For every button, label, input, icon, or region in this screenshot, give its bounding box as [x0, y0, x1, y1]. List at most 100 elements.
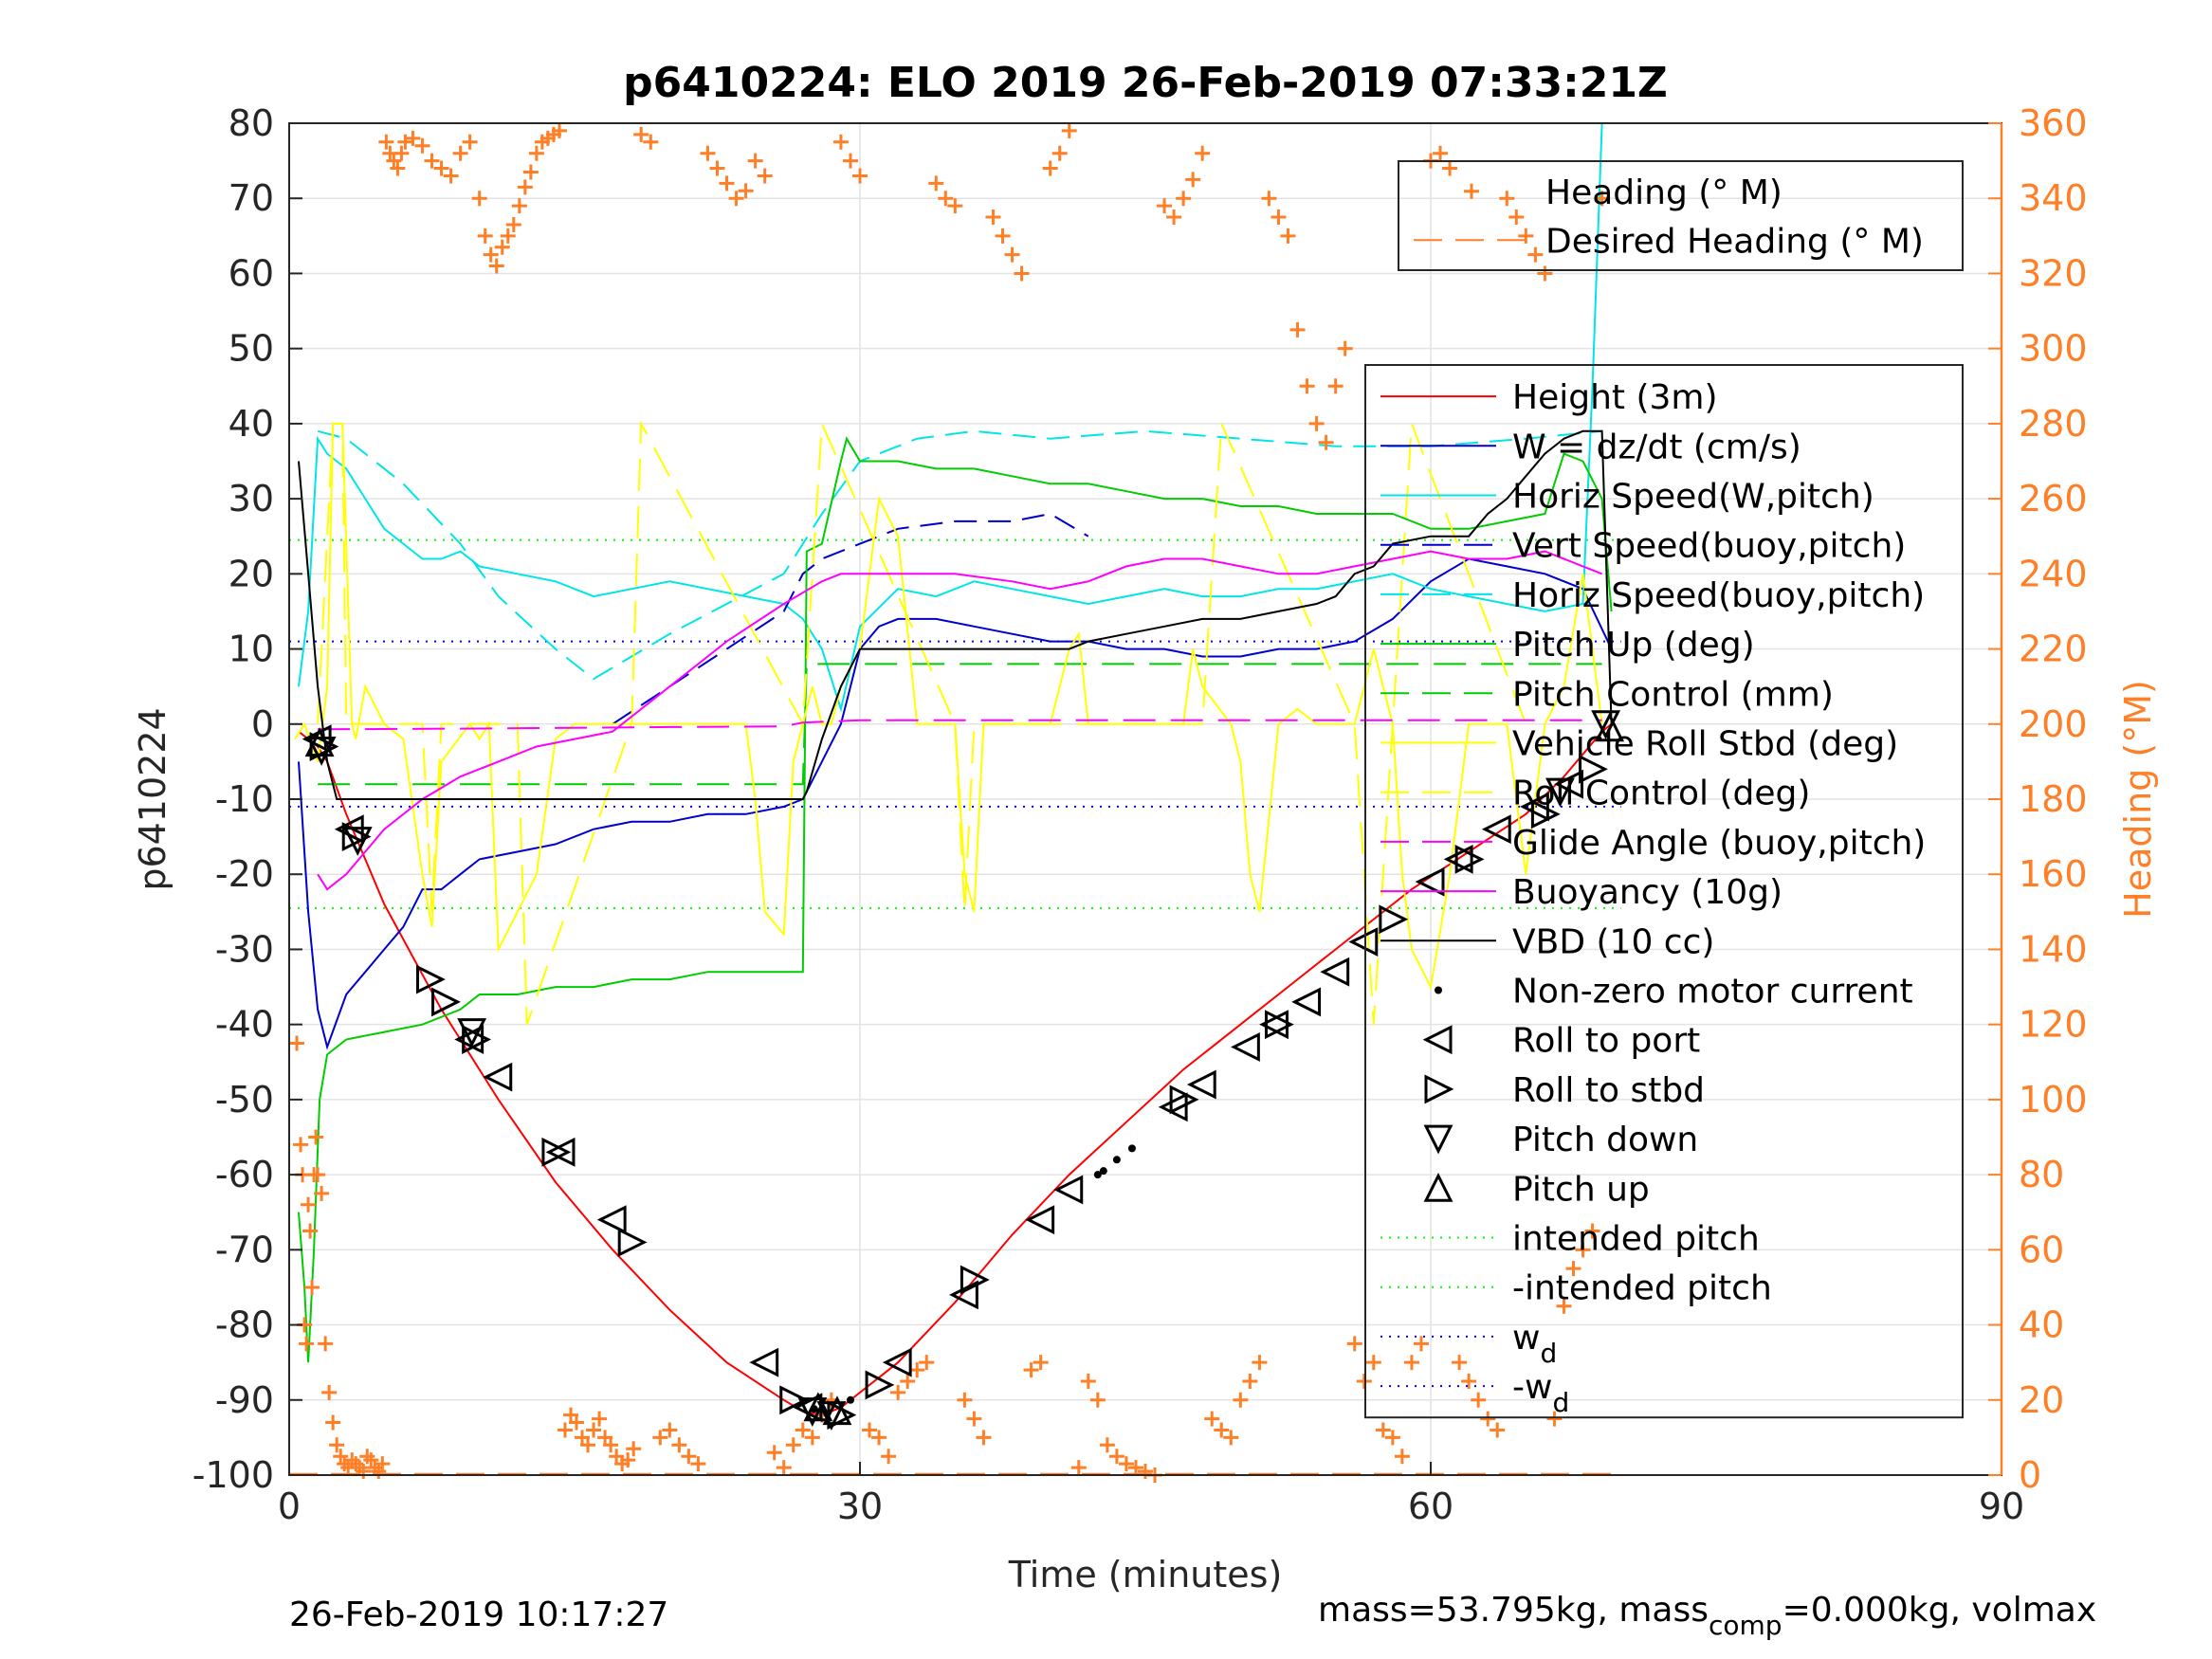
heading-point	[832, 134, 849, 150]
heading-point	[928, 175, 944, 191]
legend-entry-non-zero-motor-current: Non-zero motor current	[1512, 973, 1913, 1012]
legend-label-subscript: d	[1540, 1338, 1557, 1369]
heading-point	[483, 246, 499, 263]
heading-point	[890, 1384, 906, 1400]
legend-entry-w-dz-dt-cm-s: W = dz/dt (cm/s)	[1512, 428, 1801, 466]
y-tick-label: -50	[215, 1079, 274, 1121]
marker-pitch-down	[1545, 777, 1575, 808]
heading-point	[488, 258, 504, 274]
heading-point	[390, 160, 406, 176]
heading-point	[700, 145, 716, 161]
heading-point	[414, 137, 430, 154]
heading-point	[1594, 191, 1610, 207]
series-pitch-control-mm	[318, 663, 1602, 786]
heading-point	[1023, 1362, 1039, 1378]
legend-label: Non-zero motor current	[1512, 973, 1913, 1012]
y2-tick-label: 220	[2019, 629, 2088, 670]
heading-point	[424, 153, 440, 169]
heading-point	[1176, 191, 1192, 207]
marker-roll-port	[1230, 1032, 1260, 1062]
legend-box	[1398, 160, 1964, 271]
heading-point	[1185, 172, 1201, 188]
marker-roll-port	[483, 1062, 513, 1092]
x-tick-label: 60	[1408, 1486, 1453, 1527]
heading-point	[728, 191, 744, 207]
marker-motor-current	[1127, 1144, 1136, 1153]
marker-pitch-down	[457, 1018, 487, 1048]
legend-entry-roll-to-port: Roll to port	[1512, 1022, 1700, 1061]
legend-label: Heading (° M)	[1545, 173, 1782, 212]
series-pitch-up-deg	[298, 436, 1613, 1363]
heading-point	[776, 1460, 792, 1476]
marker-roll-port	[1520, 792, 1549, 822]
reference-lines	[289, 538, 1621, 909]
heading-point	[1403, 1355, 1419, 1371]
legend-label: Roll to port	[1512, 1022, 1700, 1061]
heading-point	[1452, 1355, 1468, 1371]
footer-mass-suffix: =0.000kg, volmax	[1782, 1591, 2097, 1630]
y-axis-label: p6410224	[132, 707, 174, 890]
legend-label: w	[1512, 1319, 1540, 1358]
heading-point	[321, 1384, 338, 1400]
series-roll-control-deg	[317, 420, 1527, 1026]
heading-point	[329, 1437, 345, 1453]
marker-roll-port	[1348, 927, 1379, 957]
heading-point	[1337, 340, 1353, 356]
marker-roll-stbd	[462, 1025, 492, 1054]
heading-point	[1280, 228, 1296, 244]
y-tick-label: 20	[229, 553, 274, 594]
y2-tick-label: 280	[2019, 403, 2088, 445]
legend-main: Height (3m) W = dz/dt (cm/s) Horiz Speed(W…	[1364, 364, 1964, 1419]
y-tick-label: 10	[229, 629, 274, 670]
legend-label: Horiz Speed(buoy,pitch)	[1512, 576, 1925, 615]
heading-point	[1546, 1411, 1563, 1427]
marker-roll-stbd	[431, 987, 461, 1017]
heading-point	[1271, 210, 1287, 226]
heading-point	[1356, 1373, 1372, 1389]
y2-tick-label: 80	[2019, 1154, 2064, 1195]
legend-entry-glide-angle-buoy-pitch: Glide Angle (buoy,pitch)	[1512, 824, 1926, 863]
series-vbd-10-cc	[298, 429, 1613, 800]
y2-tick-label: 160	[2019, 853, 2088, 895]
heading-point	[747, 153, 763, 169]
heading-point	[318, 1336, 334, 1352]
heading-point	[1157, 198, 1173, 214]
marker-roll-port	[749, 1347, 779, 1377]
heading-point	[662, 1422, 678, 1438]
heading-point	[1384, 1430, 1400, 1446]
heading-point	[966, 1411, 982, 1427]
y-tick-label: -80	[215, 1304, 274, 1346]
heading-point	[1014, 265, 1030, 282]
footer-mass-prefix: mass=53.795kg, mass	[1318, 1591, 1709, 1630]
y2-tick-label: 320	[2019, 252, 2088, 294]
heading-point	[1051, 145, 1068, 161]
heading-point	[626, 1441, 642, 1457]
heading-point	[785, 1437, 801, 1453]
marker-roll-stbd	[1530, 799, 1561, 830]
footer-mass-subscript: comp	[1709, 1610, 1782, 1641]
heading-point	[709, 160, 725, 176]
heading-point	[947, 198, 963, 214]
heading-point	[738, 183, 754, 199]
heading-point	[310, 1167, 326, 1183]
heading-point	[1166, 210, 1182, 226]
footer-timestamp: 26-Feb-2019 10:17:27	[289, 1595, 668, 1634]
marker-pitch-down	[797, 1397, 828, 1428]
marker-motor-current	[1112, 1156, 1121, 1164]
marker-roll-stbd	[541, 1137, 572, 1167]
y-tick-label: 80	[229, 102, 274, 144]
markers-group	[289, 122, 1625, 1483]
heading-point	[804, 1430, 820, 1446]
heading-point	[957, 1392, 973, 1408]
marker-pitch-down	[1591, 710, 1621, 740]
legend-label: Vert Speed(buoy,pitch)	[1512, 527, 1906, 566]
heading-point	[551, 122, 567, 138]
marker-roll-port	[1320, 957, 1350, 987]
heading-point	[842, 153, 858, 169]
y2-axis-label: Heading (°M)	[2117, 680, 2159, 919]
y2-tick-label: 140	[2019, 928, 2088, 970]
marker-motor-current	[846, 1395, 854, 1404]
heading-point	[325, 1414, 341, 1431]
heading-point	[1033, 1355, 1049, 1371]
marker-roll-port	[882, 1347, 912, 1377]
